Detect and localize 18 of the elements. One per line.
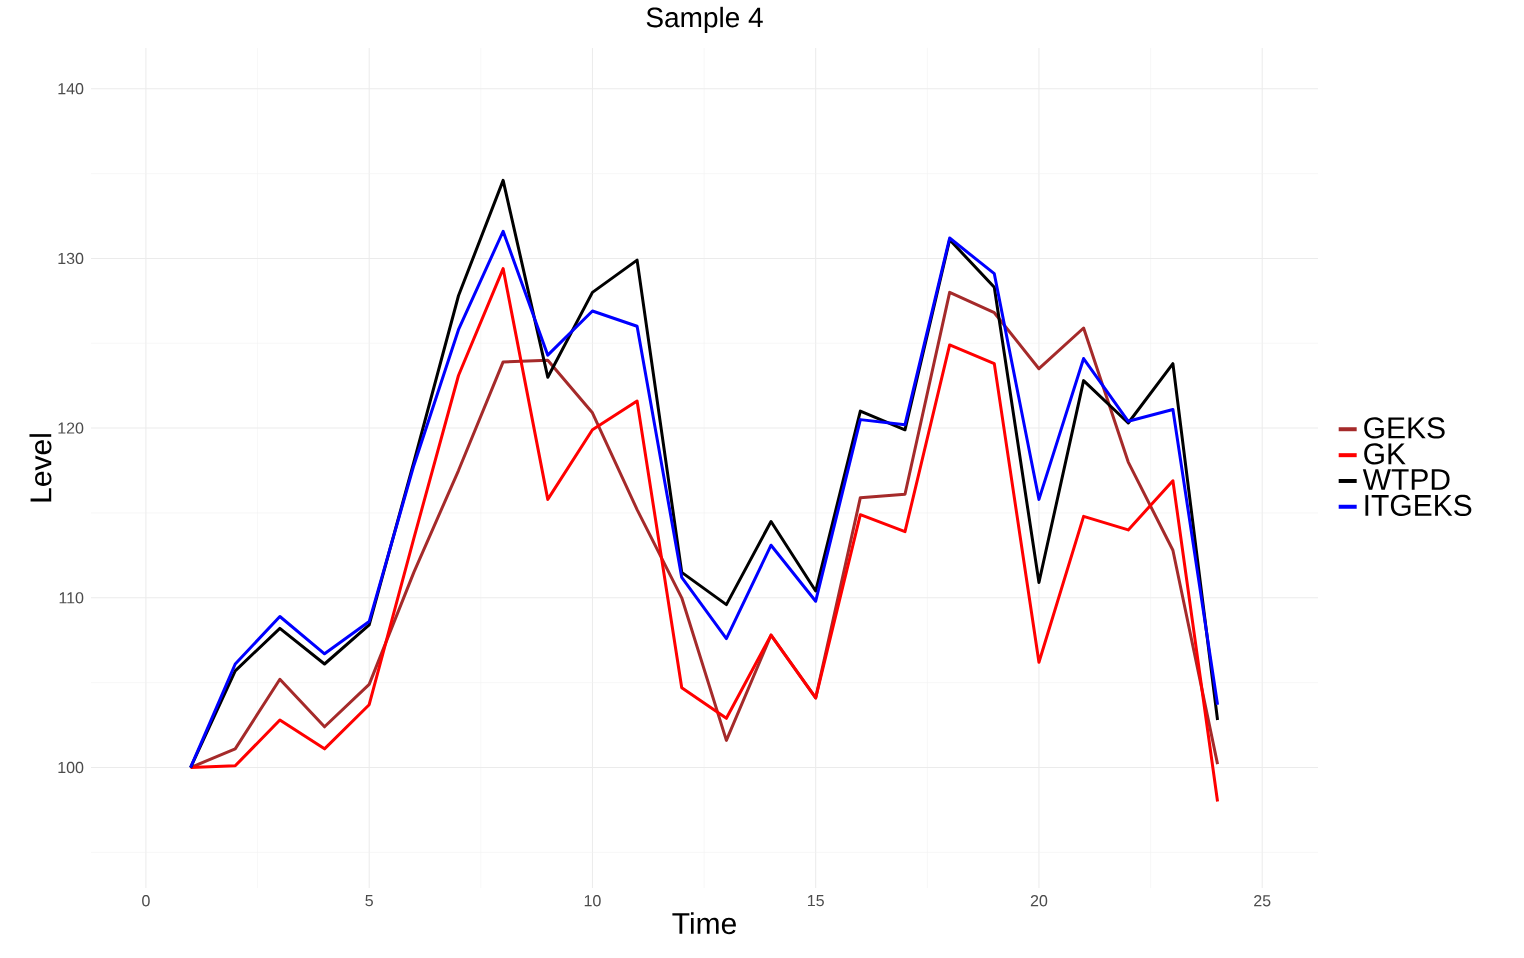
legend-label: WTPD <box>1362 469 1450 490</box>
chart-title: Sample 4 <box>646 6 763 33</box>
x-tick-label: 25 <box>1254 895 1271 907</box>
x-tick-label: 20 <box>1030 895 1048 907</box>
x-tick-label: 0 <box>142 895 150 907</box>
y-axis-title: Level <box>29 434 52 502</box>
legend-label: GEKS <box>1364 417 1445 439</box>
y-tick-label: 100 <box>58 761 84 774</box>
x-tick-label: 5 <box>365 895 373 907</box>
y-tick-label: 110 <box>59 592 84 604</box>
x-axis-title: Time <box>672 912 736 935</box>
legend-label: GK <box>1364 443 1406 465</box>
legend-label: ITGEKS <box>1365 494 1472 517</box>
y-tick-label: 140 <box>58 83 84 95</box>
x-tick-label: 10 <box>584 895 601 907</box>
x-tick-label: 15 <box>808 895 824 907</box>
y-tick-label: 130 <box>58 252 84 265</box>
y-tick-label: 120 <box>58 422 84 434</box>
